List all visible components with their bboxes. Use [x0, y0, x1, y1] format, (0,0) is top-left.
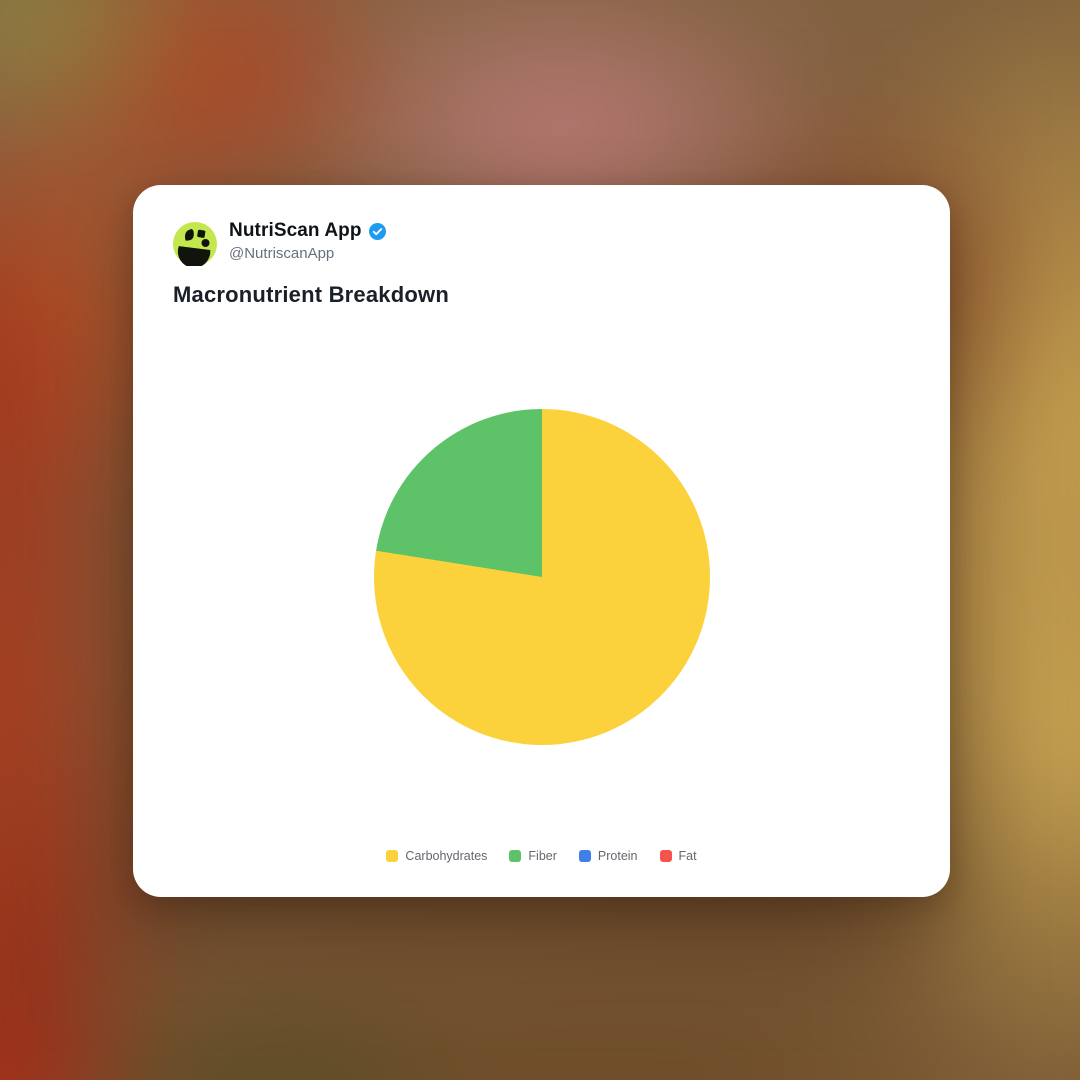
legend-item[interactable]: Fiber [509, 849, 557, 863]
pie-chart[interactable] [374, 409, 710, 745]
nutriscan-logo-icon [173, 222, 217, 266]
legend-swatch [509, 850, 522, 862]
legend-swatch [386, 850, 399, 862]
verified-badge-icon [368, 222, 386, 240]
legend-swatch [578, 850, 591, 862]
chart-title: Macronutrient Breakdown [173, 282, 449, 307]
legend-item[interactable]: Fat [659, 849, 697, 863]
account-handle[interactable]: @NutriscanApp [229, 245, 335, 262]
legend-item[interactable]: Protein [578, 849, 638, 863]
legend-label: Fat [678, 849, 697, 863]
legend-label: Carbohydrates [405, 849, 488, 863]
legend-swatch [659, 850, 672, 862]
legend-label: Fiber [528, 849, 557, 863]
legend-item[interactable]: Carbohydrates [386, 849, 487, 863]
legend-label: Protein [597, 849, 638, 863]
avatar[interactable] [173, 222, 217, 266]
account-name[interactable]: NutriScan App [229, 220, 362, 241]
account-identity: NutriScan App @NutriscanApp [229, 220, 386, 262]
social-share-card: NutriScan App @NutriscanApp Macronutrien… [133, 185, 950, 897]
chart-legend: Carbohydrates Fiber Protein Fat [133, 849, 950, 863]
